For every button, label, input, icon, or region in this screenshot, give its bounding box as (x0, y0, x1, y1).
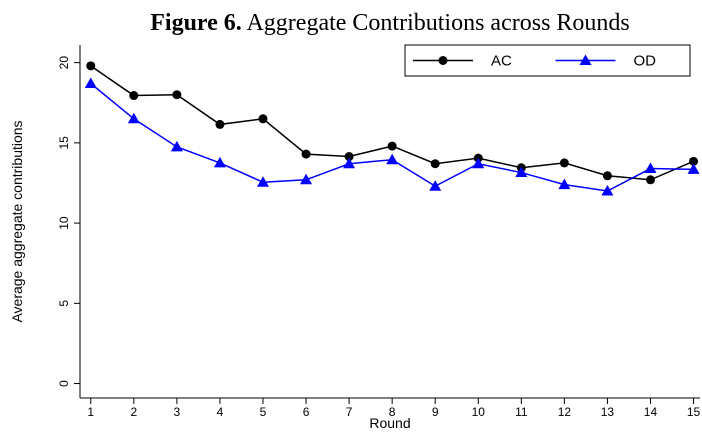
legend-label: AC (491, 53, 512, 70)
x-tick-label: 6 (303, 405, 310, 419)
data-point (602, 171, 612, 181)
data-point (645, 175, 655, 185)
data-point (213, 156, 226, 168)
x-tick-label: 1 (87, 405, 94, 419)
data-point (86, 61, 96, 71)
data-point (429, 180, 442, 191)
x-tick-label: 14 (644, 405, 658, 419)
data-point (215, 119, 225, 129)
x-tick-label: 7 (346, 405, 353, 419)
x-tick-label: 13 (601, 405, 615, 419)
x-tick-label: 10 (472, 405, 486, 419)
title-text: Aggregate Contributions across Rounds (246, 10, 629, 36)
legend-label: OD (634, 53, 657, 70)
x-tick-label: 3 (174, 405, 181, 419)
data-point (689, 156, 699, 166)
data-point (172, 90, 182, 100)
data-point (300, 173, 313, 185)
data-point (559, 158, 569, 168)
data-point (558, 178, 571, 190)
data-point (387, 141, 397, 151)
x-tick-label: 15 (687, 405, 701, 419)
y-tick-label: 10 (57, 216, 71, 230)
x-tick-label: 4 (217, 405, 224, 419)
data-point (344, 152, 354, 162)
x-tick-label: 12 (558, 405, 572, 419)
data-point (301, 149, 311, 159)
y-axis-title: Average aggregate contributions (9, 120, 25, 322)
data-point (343, 157, 356, 169)
x-tick-label: 2 (130, 405, 137, 419)
figure-label: Figure 6. (150, 10, 242, 36)
data-point (430, 159, 440, 169)
data-point (127, 112, 140, 124)
y-tick-label: 20 (57, 56, 71, 70)
data-point (84, 77, 97, 89)
y-tick-label: 15 (57, 136, 71, 150)
data-point (601, 185, 614, 196)
x-axis-title: Round (369, 415, 410, 431)
data-point (472, 157, 485, 169)
legend-marker (438, 56, 448, 65)
x-tick-label: 11 (515, 405, 528, 419)
x-tick-label: 8 (389, 405, 396, 419)
data-point (644, 162, 657, 174)
data-point (129, 91, 139, 101)
data-point (687, 163, 700, 174)
x-tick-label: 9 (432, 405, 439, 419)
data-point (386, 153, 399, 165)
data-point (256, 176, 269, 187)
data-point (170, 140, 183, 152)
chart-title: Figure 6. Aggregate Contributions across… (150, 10, 630, 36)
x-tick-label: 5 (260, 405, 267, 419)
y-tick-label: 0 (57, 380, 71, 387)
data-point (515, 166, 528, 178)
data-point (258, 114, 268, 124)
legend-marker (579, 54, 592, 65)
y-tick-label: 5 (57, 300, 71, 307)
